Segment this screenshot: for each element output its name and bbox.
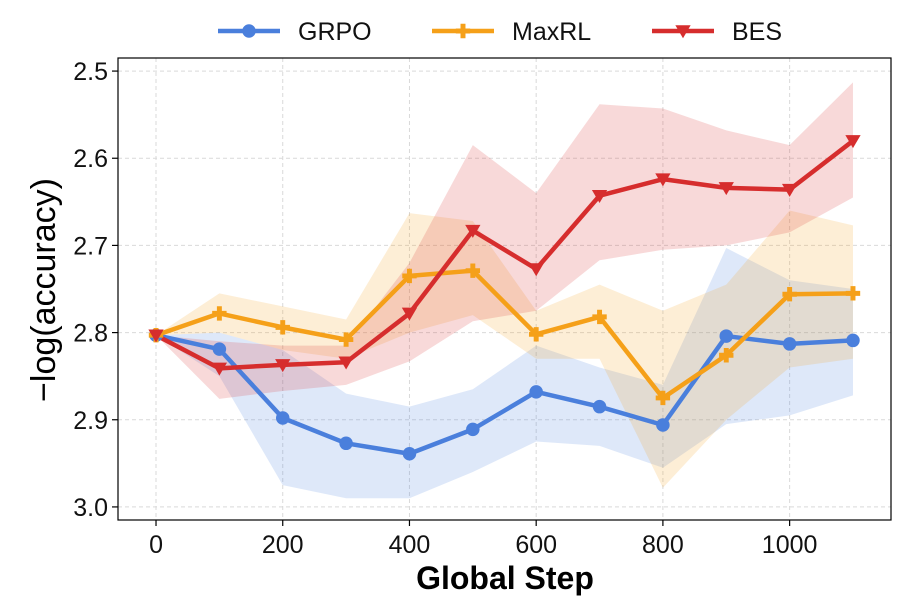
y-tick-label: 2.7: [73, 232, 108, 260]
bes-point: [528, 263, 544, 277]
legend-item-bes: BES: [652, 18, 782, 46]
legend-item-maxrl: MaxRL: [432, 18, 591, 46]
maxrl-point: [592, 309, 607, 325]
maxrl-point: [845, 286, 861, 301]
y-tick-label: 2.6: [73, 145, 108, 173]
bes-point: [338, 356, 354, 370]
maxrl-point: [465, 263, 481, 278]
x-tick-label: 600: [515, 531, 557, 559]
x-axis-ticks: 0 200 400 600 800 1000: [149, 520, 817, 559]
x-tick-label: 1000: [762, 531, 818, 559]
grpo-point: [402, 447, 417, 461]
bes-point: [718, 182, 734, 196]
maxrl-line: [155, 268, 854, 401]
maxrl-point: [338, 332, 354, 347]
bes-point: [591, 189, 608, 203]
legend-item-grpo: GRPO: [218, 18, 372, 46]
y-axis-label: −log(accuracy): [25, 178, 63, 402]
grpo-point: [339, 436, 353, 451]
series-lines: [154, 139, 855, 457]
y-tick-label: 2.9: [73, 407, 108, 435]
grpo-point: [466, 422, 480, 437]
y-tick-label: 3.0: [73, 494, 108, 522]
legend-label-bes: BES: [732, 18, 782, 46]
y-tick-label: 2.5: [73, 58, 108, 86]
maxrl-point: [402, 268, 417, 284]
y-axis-ticks: 2.5 2.6 2.7 2.8 2.9 3.0: [73, 58, 118, 522]
bes-point: [211, 362, 228, 376]
bes-point: [275, 359, 291, 373]
grid-lines: [118, 58, 891, 520]
grpo-line: [155, 333, 854, 457]
x-tick-label: 400: [389, 531, 431, 559]
x-axis-label: Global Step: [416, 560, 594, 596]
x-tick-label: 800: [642, 531, 684, 559]
bes-point: [465, 224, 481, 238]
legend-label-grpo: GRPO: [298, 18, 372, 46]
bes-point: [845, 135, 861, 149]
grpo-point: [212, 342, 227, 356]
maxrl-point: [719, 348, 734, 363]
maxrl-point: [528, 327, 544, 342]
legend-marker-maxrl: [455, 23, 471, 39]
bes-line: [154, 139, 855, 371]
series-markers: [148, 135, 861, 461]
bes-point: [401, 307, 418, 321]
grpo-point: [846, 333, 860, 348]
maxrl-point: [655, 390, 671, 406]
bes-point: [781, 183, 798, 197]
grpo-point: [275, 411, 290, 425]
legend-label-maxrl: MaxRL: [512, 18, 591, 46]
plot-frame: [117, 57, 892, 521]
legend-marker-bes: [675, 25, 691, 39]
grpo-point: [529, 385, 543, 399]
y-tick-label: 2.8: [73, 320, 108, 348]
bes-point: [655, 173, 671, 187]
grpo-point: [592, 399, 607, 414]
legend: GRPO MaxRL BES: [218, 18, 782, 46]
bes-band: [156, 82, 853, 399]
x-tick-label: 200: [262, 531, 304, 559]
bes-point: [148, 329, 164, 343]
maxrl-point: [275, 320, 290, 335]
grpo-point: [656, 418, 670, 432]
maxrl-band: [156, 210, 853, 488]
legend-marker-grpo: [242, 24, 256, 38]
maxrl-point: [782, 287, 797, 302]
x-tick-label: 0: [149, 531, 163, 559]
grpo-point: [719, 329, 734, 343]
grpo-point: [782, 337, 797, 351]
confidence-bands: [156, 82, 853, 499]
maxrl-point: [212, 306, 227, 321]
